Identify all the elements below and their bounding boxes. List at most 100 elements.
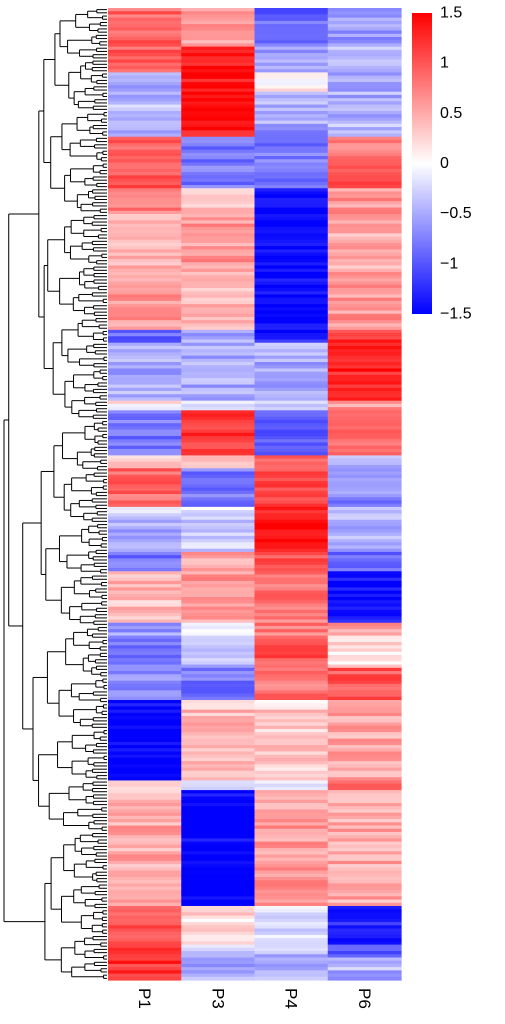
heatmap-cell (254, 741, 329, 746)
heatmap-cell (108, 65, 182, 70)
heatmap-cell (108, 149, 182, 154)
heatmap-cell (181, 645, 256, 650)
heatmap-cell (181, 886, 256, 891)
heatmap-cell (327, 857, 402, 862)
heatmap-cell (254, 101, 329, 106)
heatmap-cell (181, 745, 256, 749)
heatmap-cell (254, 262, 329, 267)
heatmap-cell (254, 468, 329, 473)
heatmap-cell (327, 973, 402, 978)
heatmap-cell (108, 680, 182, 685)
heatmap-cell (108, 683, 182, 688)
heatmap-cell (327, 413, 402, 418)
heatmap-cell (181, 593, 256, 598)
heatmap-cell (181, 123, 256, 128)
heatmap-cell (108, 954, 182, 959)
heatmap-cell (181, 603, 256, 608)
heatmap-cell (108, 522, 182, 527)
heatmap-cell (181, 339, 256, 344)
heatmap-cell (181, 539, 256, 543)
heatmap-cell (254, 815, 329, 820)
heatmap-cell (181, 683, 256, 688)
heatmap-cell (254, 36, 329, 41)
heatmap-cell (108, 786, 182, 791)
heatmap-cell (108, 748, 182, 753)
heatmap-cell (254, 56, 329, 61)
heatmap-cell (327, 304, 402, 308)
heatmap-cell (254, 934, 329, 939)
heatmap-cell (108, 436, 182, 440)
heatmap-cell (181, 690, 256, 695)
heatmap-cell (181, 947, 256, 952)
heatmap-cell (181, 896, 256, 901)
heatmap-cell (254, 635, 329, 640)
heatmap-cell (108, 191, 182, 196)
heatmap-cell (254, 445, 329, 450)
heatmap-cell (254, 452, 329, 456)
heatmap-cell (108, 181, 182, 186)
heatmap-cell (108, 490, 182, 495)
heatmap-cell (254, 915, 329, 920)
heatmap-cell (254, 349, 329, 353)
heatmap-cell (327, 149, 402, 154)
heatmap-cell (181, 963, 256, 968)
heatmap-cell (108, 236, 182, 241)
heatmap-cell (327, 880, 402, 885)
heatmap-cell (254, 941, 329, 946)
heatmap-cell (181, 806, 256, 811)
heatmap-cell (327, 844, 402, 849)
heatmap-cell (181, 619, 256, 624)
heatmap-cell (254, 326, 329, 331)
heatmap-cell (254, 973, 329, 978)
heatmap-cell (108, 397, 182, 402)
heatmap-cell (108, 545, 182, 550)
heatmap-cell (181, 452, 256, 456)
heatmap-cell (108, 828, 182, 833)
color-scale-bar (412, 13, 432, 314)
heatmap-cell (108, 600, 182, 605)
heatmap-cell (108, 265, 182, 270)
heatmap-cell (181, 757, 256, 762)
heatmap-cell (327, 484, 402, 489)
heatmap-cell (108, 761, 182, 765)
heatmap-cell (108, 915, 182, 920)
heatmap-cell (108, 110, 182, 115)
heatmap-cell (108, 494, 182, 498)
heatmap-cell (327, 516, 402, 521)
heatmap-cell (181, 777, 256, 782)
heatmap-cell (108, 889, 182, 894)
heatmap-cell (108, 693, 182, 698)
heatmap-cell (327, 429, 402, 434)
heatmap-cell (181, 133, 256, 138)
heatmap-cell (254, 72, 329, 77)
heatmap-cell (254, 806, 329, 811)
heatmap-cell (254, 43, 329, 48)
heatmap-cell (108, 957, 182, 962)
heatmap-cell (254, 899, 329, 904)
heatmap-cell (327, 20, 402, 25)
heatmap-cell (254, 751, 329, 756)
heatmap-cell (181, 722, 256, 727)
heatmap-cell (254, 17, 329, 22)
heatmap-cell (181, 928, 256, 933)
heatmap-cell (327, 902, 402, 907)
heatmap-cell (108, 970, 182, 975)
heatmap-cell (108, 59, 182, 64)
heatmap-cell (181, 851, 256, 856)
heatmap-cell (108, 217, 182, 222)
heatmap-cell (327, 957, 402, 962)
heatmap-cell (181, 291, 256, 296)
heatmap-cell (254, 851, 329, 856)
heatmap-cell (327, 104, 402, 109)
heatmap-cell (181, 535, 256, 540)
heatmap-cell (108, 294, 182, 299)
heatmap-cell (254, 896, 329, 901)
heatmap-cell (254, 217, 329, 222)
heatmap-cell (181, 146, 256, 151)
color-scale-tick: 1 (440, 55, 449, 72)
heatmap-cell (327, 204, 402, 209)
heatmap-cell (254, 471, 329, 476)
heatmap-cell (108, 497, 182, 502)
heatmap-cell (254, 931, 329, 936)
heatmap-cell (327, 156, 402, 160)
